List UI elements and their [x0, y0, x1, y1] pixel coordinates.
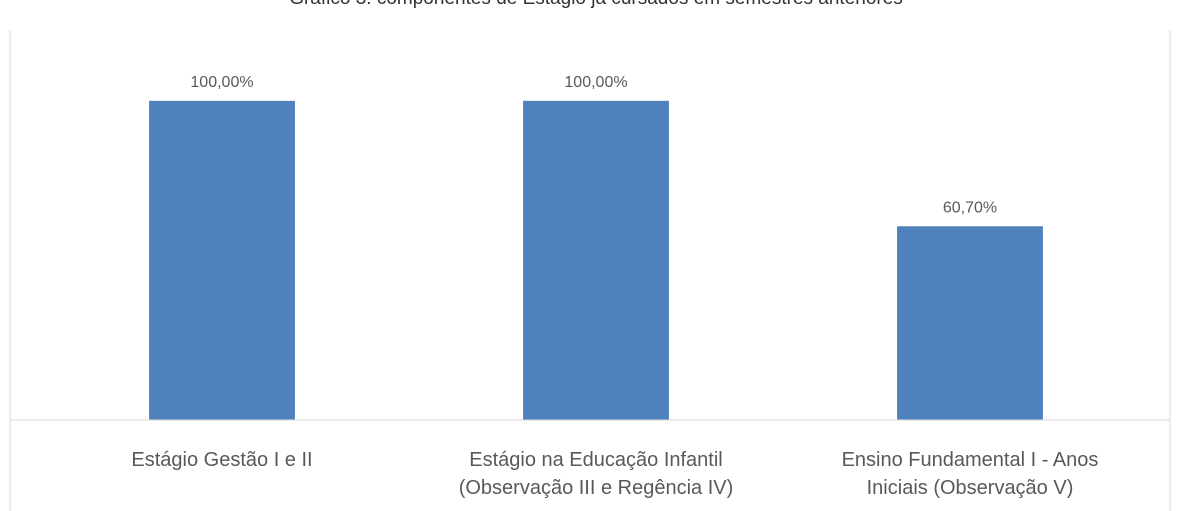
bar — [149, 100, 295, 420]
value-label: 100,00% — [190, 74, 253, 91]
x-tick-label: Estágio na Educação Infantil — [469, 449, 723, 471]
x-tick-label: Ensino Fundamental I - Anos — [842, 449, 1099, 471]
value-label: 60,70% — [943, 199, 997, 216]
x-tick-label: Iniciais (Observação V) — [867, 477, 1074, 499]
x-tick-label: (Observação III e Regência IV) — [459, 477, 734, 499]
bar — [897, 226, 1043, 420]
value-label: 100,00% — [564, 74, 627, 91]
chart-title: Gráfico 3: componentes de Estágio já cur… — [289, 0, 903, 9]
x-tick-label: Estágio Gestão I e II — [131, 449, 312, 471]
bar — [523, 100, 669, 420]
